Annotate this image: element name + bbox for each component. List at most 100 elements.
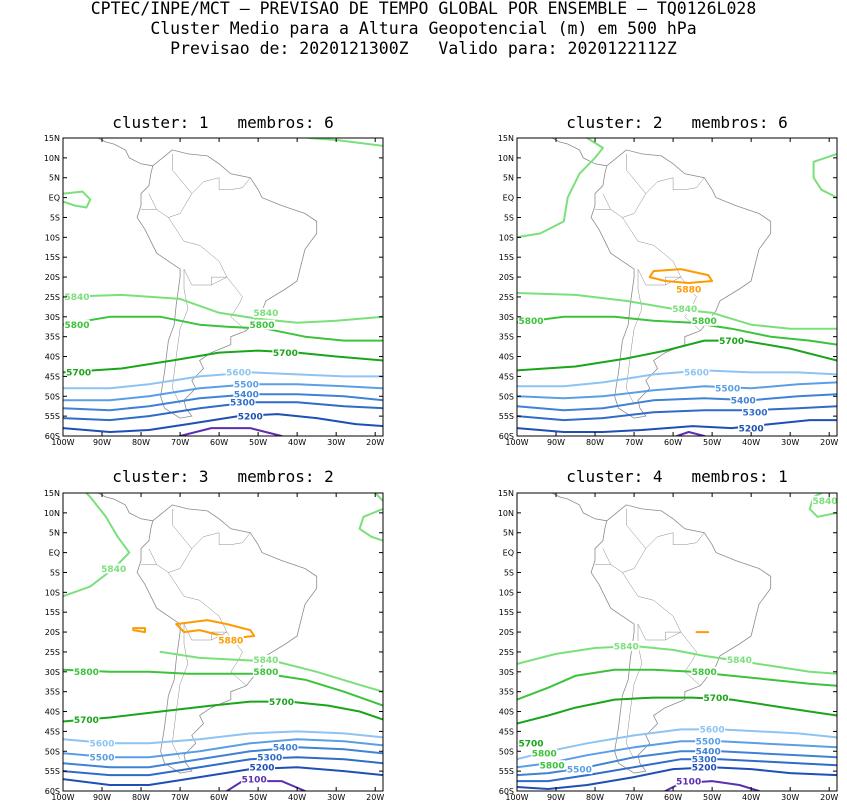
contour-5800 <box>517 315 837 346</box>
map-frame <box>62 137 384 437</box>
y-tick-label: 10S <box>499 233 514 242</box>
y-tick-label: 30S <box>45 668 60 677</box>
contour-label-5700: 5700 <box>703 694 728 704</box>
contour-label-5300: 5300 <box>742 409 767 419</box>
y-tick-label: 60S <box>499 432 514 441</box>
contour-label-5400: 5400 <box>234 391 259 401</box>
contour-5700 <box>517 696 837 725</box>
y-tick-label: 10S <box>45 233 60 242</box>
contour-label-5700: 5700 <box>66 369 91 379</box>
contour-5300 <box>517 405 837 422</box>
contour-label-bg <box>691 666 718 677</box>
contour-label-5800: 5800 <box>64 321 89 331</box>
central-america-outline <box>551 138 607 167</box>
x-tick-label: 50W <box>703 438 721 447</box>
y-tick-label: EQ <box>503 549 514 558</box>
country-border <box>172 269 189 405</box>
main-title: CPTEC/INPE/MCT – PREVISAO DE TEMPO GLOBA… <box>90 0 757 18</box>
y-tick-label: 45S <box>45 372 60 381</box>
contour-label-bg <box>225 367 252 378</box>
contour-label-bg <box>249 762 275 773</box>
contour-5500 <box>63 738 383 759</box>
country-border <box>595 209 623 218</box>
y-tick-label: 25S <box>45 648 60 657</box>
contour-label-bg <box>252 666 279 677</box>
contour-5840 <box>358 507 383 542</box>
country-border <box>672 177 705 190</box>
contour-label-5300: 5300 <box>230 399 255 409</box>
contour-label-5200: 5200 <box>238 412 263 422</box>
contour-label-5800: 5800 <box>540 762 565 772</box>
contour-label-bg <box>683 367 710 378</box>
y-tick-label: 20S <box>499 628 514 637</box>
contour-5700 <box>63 349 383 374</box>
y-tick-label: 50S <box>45 747 60 756</box>
country-border <box>622 532 682 633</box>
x-tick-label: 90W <box>93 793 111 802</box>
contour-label-bg <box>699 724 726 735</box>
contour-label-bg <box>65 367 92 378</box>
contour-label-bg <box>518 738 544 749</box>
contour-label-5100: 5100 <box>242 775 267 785</box>
y-tick-label: EQ <box>49 549 60 558</box>
contour-5200 <box>63 766 383 786</box>
map-frame <box>516 492 838 792</box>
contour-label-bg <box>726 654 753 665</box>
contour-label-bg <box>695 736 722 747</box>
y-tick-label: 5S <box>50 569 60 578</box>
x-tick-label: 100W <box>505 793 528 802</box>
contour-label-5700: 5700 <box>719 337 744 347</box>
contour-label-5300: 5300 <box>257 754 282 764</box>
contour-5840 <box>63 293 383 324</box>
y-tick-label: 5N <box>49 174 60 183</box>
y-tick-label: 45S <box>45 727 60 736</box>
y-tick-label: 10N <box>498 509 514 518</box>
contour-5500 <box>517 381 837 400</box>
contour-label-5700: 5700 <box>269 698 294 708</box>
contour-label-5800: 5800 <box>518 317 543 327</box>
contour-label-5800: 5800 <box>249 321 274 331</box>
y-tick-label: 25S <box>45 293 60 302</box>
country-border <box>626 508 646 549</box>
y-tick-label: 40S <box>45 353 60 362</box>
x-tick-label: 90W <box>547 793 565 802</box>
x-tick-label: 70W <box>625 438 643 447</box>
x-tick-label: 80W <box>132 438 150 447</box>
contour-5200 <box>63 413 383 433</box>
y-tick-label: 50S <box>499 747 514 756</box>
y-tick-label: 35S <box>45 688 60 697</box>
y-tick-label: 45S <box>499 727 514 736</box>
contour-label-bg <box>268 696 295 707</box>
contour-label-bg <box>695 746 722 757</box>
contour-label-bg <box>256 752 283 763</box>
x-tick-label: 40W <box>288 793 306 802</box>
y-tick-label: 15N <box>44 489 60 498</box>
contour-label-5840: 5840 <box>64 293 89 303</box>
contour-5600 <box>63 730 383 745</box>
contour-label-bg <box>566 764 593 775</box>
country-border <box>183 268 247 331</box>
forecast-dates: Previsao de: 2020121300Z Valido para: 20… <box>170 39 677 58</box>
y-tick-label: 10N <box>498 154 514 163</box>
contour-label-bg <box>252 654 279 665</box>
contour-label-bg <box>671 303 698 314</box>
contour-label-5400: 5400 <box>273 744 298 754</box>
country-border <box>148 548 157 565</box>
y-tick-label: 20S <box>45 273 60 282</box>
contour-label-5700: 5700 <box>273 349 298 359</box>
y-tick-label: 20S <box>499 273 514 282</box>
y-tick-label: 40S <box>499 708 514 717</box>
country-border <box>172 508 192 549</box>
contour-label-bg <box>252 307 279 318</box>
contour-label-5840: 5840 <box>812 497 837 507</box>
contour-label-bg <box>812 495 837 506</box>
contour-label-bg <box>100 563 127 574</box>
contour-label-bg <box>742 407 768 418</box>
y-tick-label: 35S <box>499 333 514 342</box>
central-america-outline <box>97 493 153 522</box>
contour-5400 <box>63 746 383 769</box>
country-border <box>637 623 701 686</box>
contour-5880 <box>648 268 714 284</box>
country-border <box>602 193 611 210</box>
country-border <box>622 177 682 278</box>
